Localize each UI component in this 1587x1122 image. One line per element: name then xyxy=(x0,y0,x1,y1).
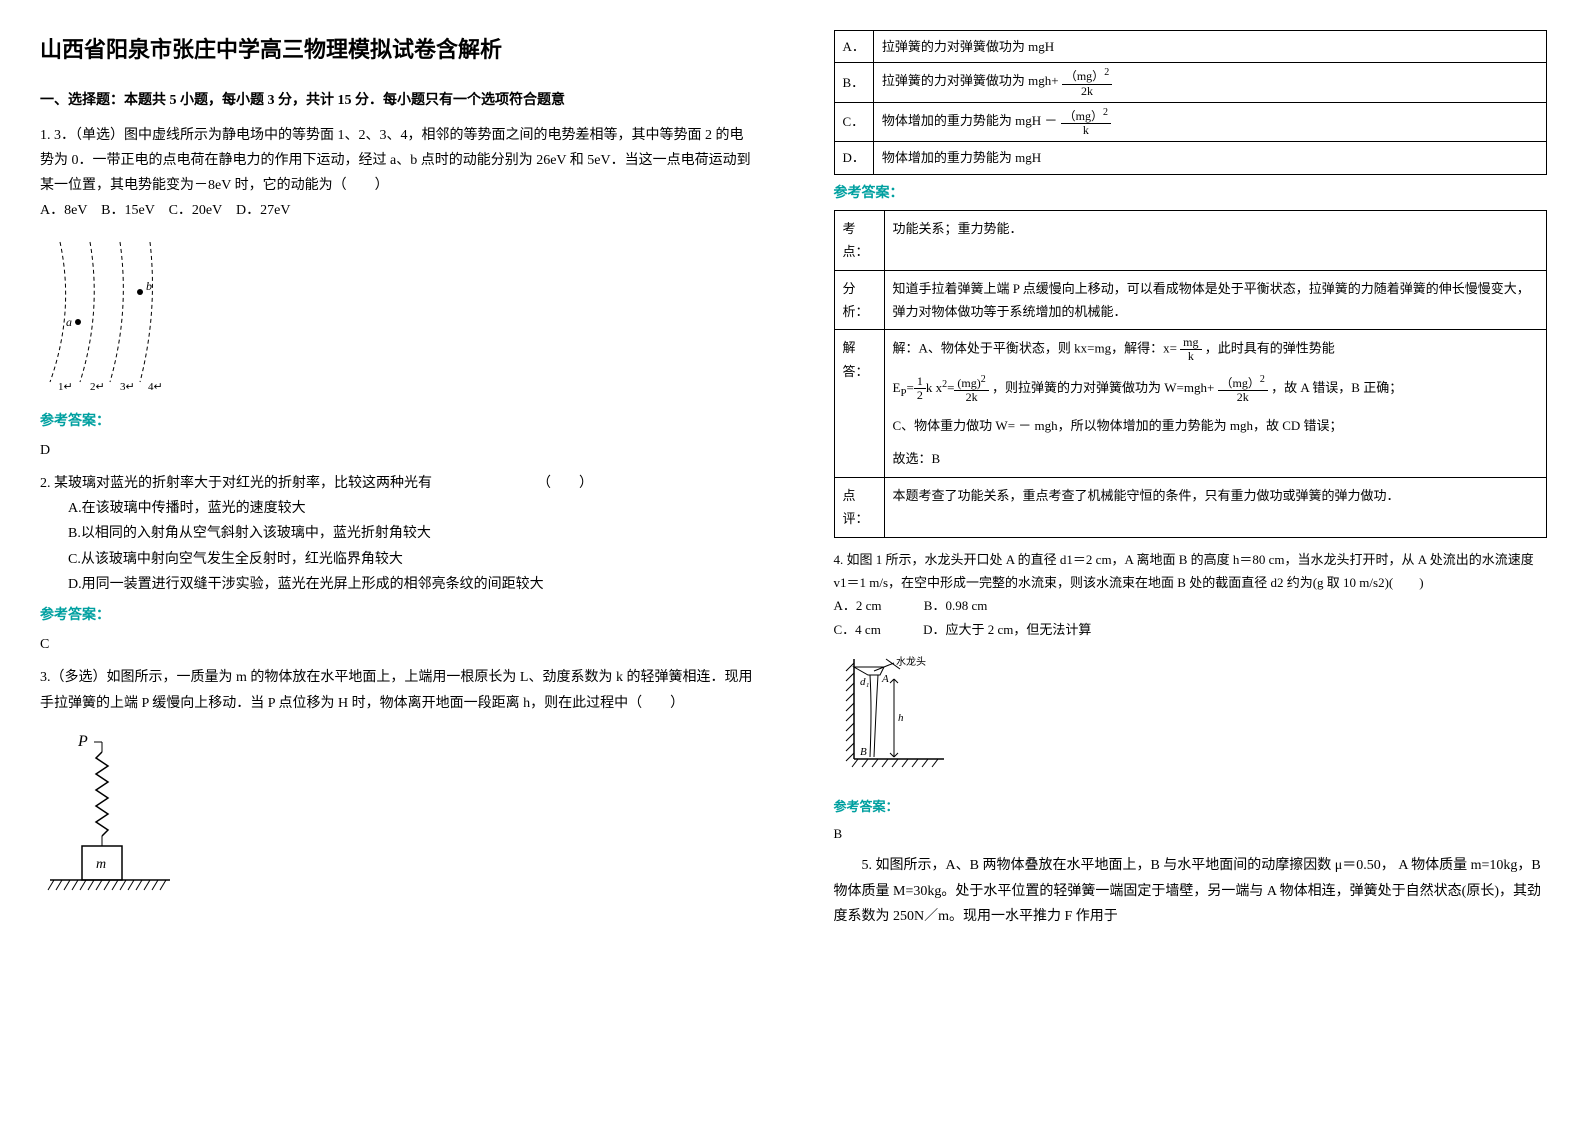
q3-analysis-table: 考点： 功能关系；重力势能． 分析： 知道手拉着弹簧上端 P 点缓慢向上移动，可… xyxy=(834,210,1548,538)
jd2-post: ，故 A 错误，B 正确； xyxy=(1271,380,1402,395)
question-2: 2. 某玻璃对蓝光的折射率大于对红光的折射率，比较这两种光有 （ ） A.在该玻… xyxy=(40,471,754,657)
q1-stem: 1. 3．（单选）图中虚线所示为静电场中的等势面 1、2、3、4，相邻的等势面之… xyxy=(40,123,754,199)
jd1-pre: 解：A、物体处于平衡状态，则 kx=mg，解得：x= xyxy=(893,341,1177,356)
table-row: 考点： 功能关系；重力势能． xyxy=(834,210,1547,270)
svg-text:1↵: 1↵ xyxy=(58,381,73,392)
dp-label: 点评： xyxy=(834,477,884,537)
q4-opt-d: D．应大于 2 cm，但无法计算 xyxy=(923,622,1091,637)
q2-opt-b: B.以相同的入射角从空气斜射入该玻璃中，蓝光折射角较大 xyxy=(40,521,754,546)
q5-mu: μ＝0.50， xyxy=(1335,858,1395,873)
page-title: 山西省阳泉市张庄中学高三物理模拟试卷含解析 xyxy=(40,30,754,70)
answer-label: 参考答案： xyxy=(834,795,1548,818)
svg-text:d₁: d₁ xyxy=(860,676,870,688)
q2-opt-a: A.在该玻璃中传播时，蓝光的速度较大 xyxy=(40,496,754,521)
opt-c-text: 物体增加的重力势能为 mgH － （mg）2k xyxy=(873,102,1546,141)
opt-a-label: A． xyxy=(834,31,873,63)
jd1-post: ，此时具有的弹性势能 xyxy=(1205,341,1335,356)
q5-stem-pre: 5. 如图所示，A、B 两物体叠放在水平地面上，B 与水平地面间的动摩擦因数 xyxy=(862,858,1332,873)
q3-options-table: A． 拉弹簧的力对弹簧做功为 mgH B． 拉弹簧的力对弹簧做功为 mgh+ （… xyxy=(834,30,1548,175)
svg-text:b: b xyxy=(146,279,152,293)
svg-text:2↵: 2↵ xyxy=(90,381,105,392)
q4-answer: B xyxy=(834,822,1548,845)
opt-c-pre: 物体增加的重力势能为 mgH － xyxy=(882,113,1058,128)
jd-label: 解答： xyxy=(834,330,884,478)
q4-figure: 水龙头 d₁ A h B xyxy=(834,649,1548,786)
dp-text: 本题考查了功能关系，重点考查了机械能守恒的条件，只有重力做功或弹簧的弹力做功． xyxy=(884,477,1547,537)
fraction: （mg）2k xyxy=(1061,107,1111,137)
table-row: D． 物体增加的重力势能为 mgH xyxy=(834,142,1547,174)
jd2-pre: ，则拉弹簧的力对弹簧做功为 W=mgh+ xyxy=(992,380,1214,395)
opt-b-text: 拉弹簧的力对弹簧做功为 mgh+ （mg）22k xyxy=(873,63,1546,102)
q1-options: A．8eV B．15eV C．20eV D．27eV xyxy=(40,198,754,223)
svg-text:水龙头: 水龙头 xyxy=(896,655,926,668)
question-1: 1. 3．（单选）图中虚线所示为静电场中的等势面 1、2、3、4，相邻的等势面之… xyxy=(40,123,754,463)
q4-stem: 4. 如图 1 所示，水龙头开口处 A 的直径 d1＝2 cm，A 离地面 B … xyxy=(834,548,1548,595)
q4-opt-a: A．2 cm xyxy=(834,598,882,613)
svg-text:4↵: 4↵ xyxy=(148,381,163,392)
q1-answer: D xyxy=(40,438,754,463)
jd4: 故选：B xyxy=(893,447,1539,470)
kd-label: 考点： xyxy=(834,210,884,270)
q3-stem: 3.（多选）如图所示，一质量为 m 的物体放在水平地面上，上端用一根原长为 L、… xyxy=(40,665,754,715)
opt-b-label: B． xyxy=(834,63,873,102)
q4-opt-c: C．4 cm xyxy=(834,622,881,637)
table-row: 分析： 知道手拉着弹簧上端 P 点缓慢向上移动，可以看成物体是处于平衡状态，拉弹… xyxy=(834,270,1547,330)
jd-text: 解：A、物体处于平衡状态，则 kx=mg，解得：x= mgk ，此时具有的弹性势… xyxy=(884,330,1547,478)
table-row: 解答： 解：A、物体处于平衡状态，则 kx=mg，解得：x= mgk ，此时具有… xyxy=(834,330,1547,478)
question-5: 5. 如图所示，A、B 两物体叠放在水平地面上，B 与水平地面间的动摩擦因数 μ… xyxy=(834,853,1548,929)
answer-label: 参考答案： xyxy=(834,181,1548,206)
svg-text:B: B xyxy=(860,746,867,758)
opt-c-label: C． xyxy=(834,102,873,141)
svg-text:A: A xyxy=(881,673,889,685)
section-heading: 一、选择题：本题共 5 小题，每小题 3 分，共计 15 分．每小题只有一个选项… xyxy=(40,88,754,113)
svg-text:h: h xyxy=(898,712,904,724)
q4-opt-b: B．0.98 cm xyxy=(924,598,988,613)
opt-b-pre: 拉弹簧的力对弹簧做功为 mgh+ xyxy=(882,74,1059,89)
answer-label: 参考答案： xyxy=(40,409,754,434)
table-row: C． 物体增加的重力势能为 mgH － （mg）2k xyxy=(834,102,1547,141)
opt-d-label: D． xyxy=(834,142,873,174)
q1-figure: a b 1↵ 2↵ 3↵ 4↵ xyxy=(40,232,754,401)
fraction: (mg)22k xyxy=(954,374,988,404)
table-row: A． 拉弹簧的力对弹簧做功为 mgH xyxy=(834,31,1547,63)
table-row: B． 拉弹簧的力对弹簧做功为 mgh+ （mg）22k xyxy=(834,63,1547,102)
svg-text:a: a xyxy=(66,315,72,329)
fraction: 12 xyxy=(914,375,926,402)
answer-label: 参考答案： xyxy=(40,603,754,628)
fx-label: 分析： xyxy=(834,270,884,330)
kd-text: 功能关系；重力势能． xyxy=(884,210,1547,270)
fraction: （mg）22k xyxy=(1062,67,1112,97)
fx-text: 知道手拉着弹簧上端 P 点缓慢向上移动，可以看成物体是处于平衡状态，拉弹簧的力随… xyxy=(884,270,1547,330)
q2-answer: C xyxy=(40,632,754,657)
svg-text:P: P xyxy=(77,733,88,750)
q2-opt-c: C.从该玻璃中射向空气发生全反射时，红光临界角较大 xyxy=(40,547,754,572)
left-column: 山西省阳泉市张庄中学高三物理模拟试卷含解析 一、选择题：本题共 5 小题，每小题… xyxy=(0,0,794,1122)
svg-text:m: m xyxy=(96,857,106,872)
q2-stem: 2. 某玻璃对蓝光的折射率大于对红光的折射率，比较这两种光有 （ ） xyxy=(40,471,754,496)
table-row: 点评： 本题考查了功能关系，重点考查了机械能守恒的条件，只有重力做功或弹簧的弹力… xyxy=(834,477,1547,537)
q2-opt-d: D.用同一装置进行双缝干涉实验，蓝光在光屏上形成的相邻亮条纹的间距较大 xyxy=(40,572,754,597)
jd3: C、物体重力做功 W= － mgh，所以物体增加的重力势能为 mgh，故 CD … xyxy=(893,414,1539,437)
question-3: 3.（多选）如图所示，一质量为 m 的物体放在水平地面上，上端用一根原长为 L、… xyxy=(40,665,754,923)
question-4: 4. 如图 1 所示，水龙头开口处 A 的直径 d1＝2 cm，A 离地面 B … xyxy=(834,548,1548,846)
fraction: mgk xyxy=(1180,336,1201,363)
q3-figure: P m xyxy=(40,724,754,923)
opt-d-text: 物体增加的重力势能为 mgH xyxy=(873,142,1546,174)
opt-a-text: 拉弹簧的力对弹簧做功为 mgH xyxy=(873,31,1546,63)
right-column: A． 拉弹簧的力对弹簧做功为 mgH B． 拉弹簧的力对弹簧做功为 mgh+ （… xyxy=(794,0,1587,1122)
svg-text:3↵: 3↵ xyxy=(120,381,135,392)
fraction: （mg）22k xyxy=(1218,374,1268,404)
